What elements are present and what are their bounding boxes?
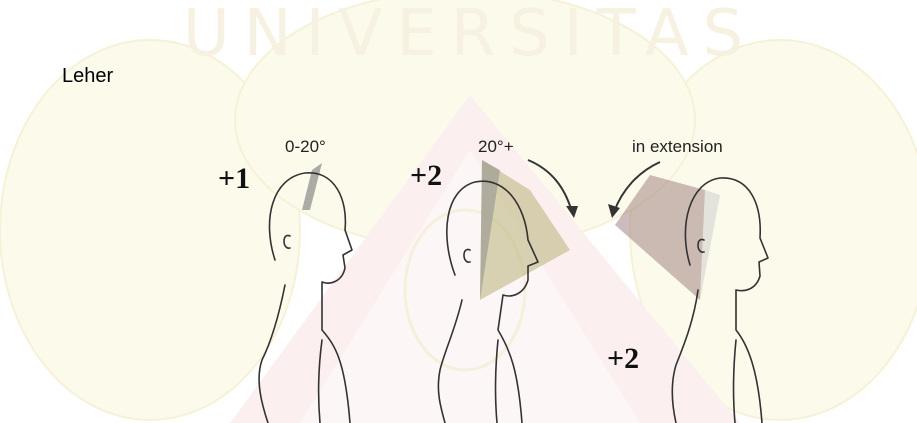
document: UNIVERSITAS Leher +1 0-20° +2 20°+ in ex… xyxy=(0,0,917,423)
watermark: UNIVERSITAS xyxy=(0,0,917,423)
angle-label: 20°+ xyxy=(478,137,514,156)
score: +2 xyxy=(410,159,442,192)
heading: Leher xyxy=(62,65,113,87)
page: {"heading": "Leher", "figure": {"panels"… xyxy=(0,0,917,423)
score: +2 xyxy=(607,342,639,375)
svg-text:UNIVERSITAS: UNIVERSITAS xyxy=(183,0,757,71)
angle-label: in extension xyxy=(632,137,723,156)
score: +1 xyxy=(218,162,250,195)
angle-label: 0-20° xyxy=(285,137,326,156)
